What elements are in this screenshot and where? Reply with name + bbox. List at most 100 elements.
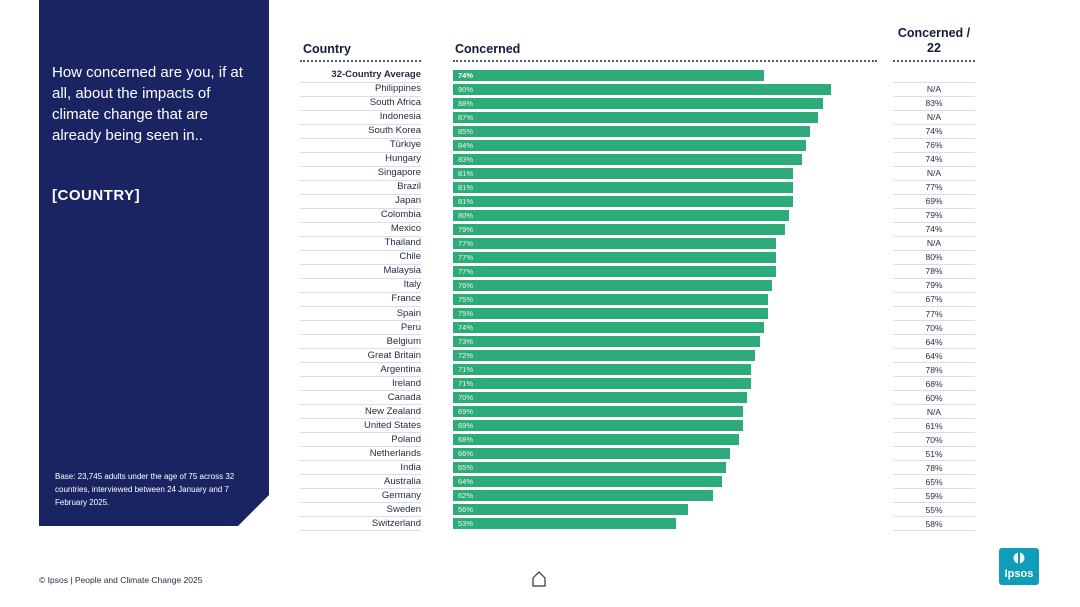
row-separator <box>893 95 975 97</box>
country-label: Sweden <box>386 503 421 515</box>
previous-value: 68% <box>925 378 943 389</box>
header-divider-previous <box>893 60 975 62</box>
country-label: Hungary <box>385 153 421 165</box>
row-separator <box>893 516 975 518</box>
previous-value: 78% <box>925 364 943 375</box>
row-separator <box>300 291 421 293</box>
row-separator <box>300 390 421 392</box>
country-label: Malaysia <box>383 265 422 277</box>
row-separator <box>893 277 975 279</box>
previous-value: 78% <box>925 266 943 277</box>
row-separator <box>300 123 421 125</box>
bar: 83% <box>453 153 802 165</box>
row-separator <box>893 81 975 83</box>
country-label: South Korea <box>368 125 421 137</box>
row-separator <box>893 320 975 322</box>
country-label: Türkiye <box>389 139 421 151</box>
side-panel: How concerned are you, if at all, about … <box>39 0 269 526</box>
country-label: Peru <box>400 321 421 333</box>
bar-value-label: 71% <box>458 379 474 389</box>
row-separator <box>300 249 421 251</box>
previous-value: 58% <box>925 518 943 529</box>
previous-value: 83% <box>925 98 943 109</box>
country-label: Thailand <box>384 237 421 249</box>
previous-value: 64% <box>925 336 943 347</box>
row-separator <box>300 306 421 307</box>
header-concerned: Concerned <box>455 42 521 56</box>
bar: 72% <box>453 350 756 362</box>
bar: 76% <box>453 279 773 291</box>
row-separator <box>893 390 975 392</box>
row-separator <box>893 376 975 378</box>
row-separator <box>300 376 421 378</box>
bar: 73% <box>453 336 760 348</box>
row-separator <box>300 263 421 265</box>
ipsos-logo: Ipsos <box>999 548 1039 585</box>
row-separator <box>893 179 975 181</box>
header-previous: Concerned / 22 <box>897 26 971 55</box>
country-label: South Africa <box>369 97 421 109</box>
row-separator <box>893 137 975 139</box>
bar-value-label: 75% <box>458 309 474 318</box>
bar-value-label: 83% <box>458 154 474 164</box>
bar: 87% <box>453 111 819 123</box>
row-separator <box>300 488 421 490</box>
row-separator <box>300 530 421 532</box>
row-separator <box>893 334 975 336</box>
bar: 81% <box>453 195 794 207</box>
previous-value: 74% <box>925 154 943 165</box>
row-separator <box>300 221 421 223</box>
row-separator <box>893 474 975 476</box>
row-separator <box>300 362 421 364</box>
row-separator <box>893 432 975 434</box>
row-separator <box>893 165 975 167</box>
row-separator <box>300 446 421 448</box>
row-separator <box>300 334 421 336</box>
bar-value-label: 84% <box>458 140 474 150</box>
row-separator <box>893 488 975 490</box>
row-separator <box>893 291 975 293</box>
previous-value: 55% <box>925 504 943 515</box>
bar-value-label: 64% <box>458 477 474 487</box>
previous-value: 77% <box>925 308 943 319</box>
bar: 66% <box>453 448 731 460</box>
row-separator <box>300 207 421 209</box>
bar-value-label: 66% <box>458 449 474 459</box>
home-icon[interactable] <box>531 570 547 588</box>
bar-value-label: 68% <box>458 435 474 445</box>
bar: 74% <box>453 69 764 81</box>
row-separator <box>300 235 421 237</box>
header-divider-concerned <box>453 60 877 62</box>
bar: 69% <box>453 406 743 418</box>
bar-value-label: 73% <box>458 337 474 347</box>
country-label: Spain <box>396 307 421 319</box>
bar-value-label: 81% <box>458 182 474 192</box>
ipsos-logo-icon <box>1013 551 1025 565</box>
country-label: New Zealand <box>365 405 421 417</box>
bar: 71% <box>453 364 752 376</box>
country-label: Singapore <box>377 167 421 179</box>
previous-value: 79% <box>925 280 943 291</box>
bar-value-label: 81% <box>458 168 474 178</box>
bar-value-label: 56% <box>458 505 474 515</box>
country-label: Chile <box>399 251 421 263</box>
previous-value: 59% <box>925 490 943 501</box>
row-separator <box>893 151 975 153</box>
bar-value-label: 70% <box>458 393 474 403</box>
row-separator <box>300 516 421 518</box>
row-separator <box>893 221 975 223</box>
bar: 90% <box>453 83 831 95</box>
header-divider-country <box>300 60 421 62</box>
row-separator <box>300 432 421 434</box>
row-separator <box>300 474 421 476</box>
country-label: Australia <box>384 475 421 487</box>
previous-value: 60% <box>925 392 943 403</box>
row-separator <box>300 95 421 97</box>
bar-value-label: 72% <box>458 351 474 361</box>
country-label: Switzerland <box>371 517 421 529</box>
row-separator <box>893 207 975 209</box>
bar-value-label: 76% <box>458 280 474 290</box>
previous-value: 74% <box>925 224 943 235</box>
previous-value: 67% <box>925 294 943 305</box>
bar: 81% <box>453 167 794 179</box>
